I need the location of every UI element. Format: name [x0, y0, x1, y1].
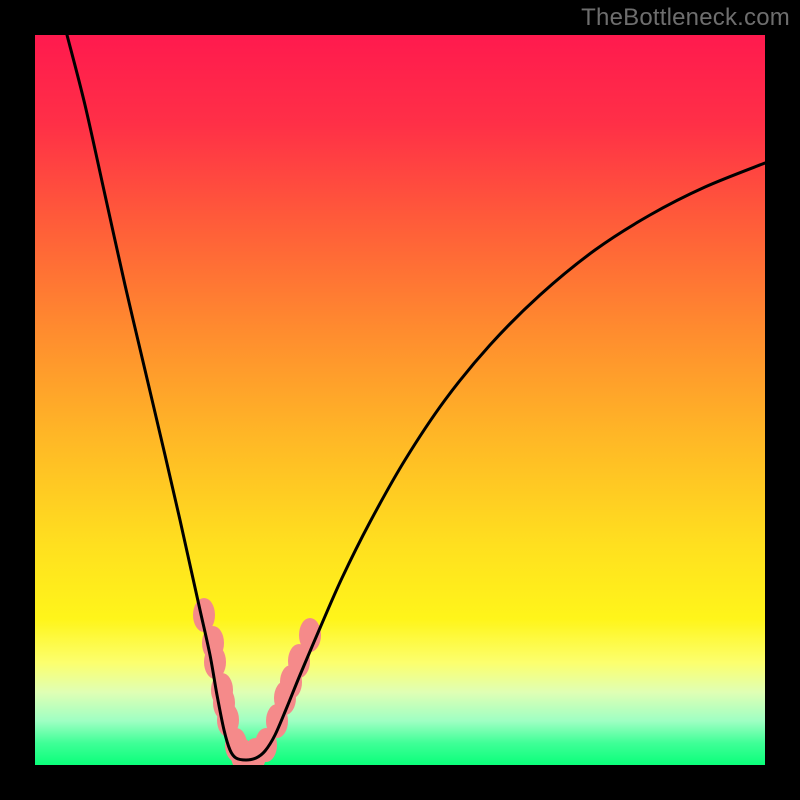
plot-svg [35, 35, 765, 765]
chart-root: TheBottleneck.com [0, 0, 800, 800]
gradient-background [35, 35, 765, 765]
watermark-text: TheBottleneck.com [581, 4, 790, 32]
plot-area [35, 35, 765, 765]
